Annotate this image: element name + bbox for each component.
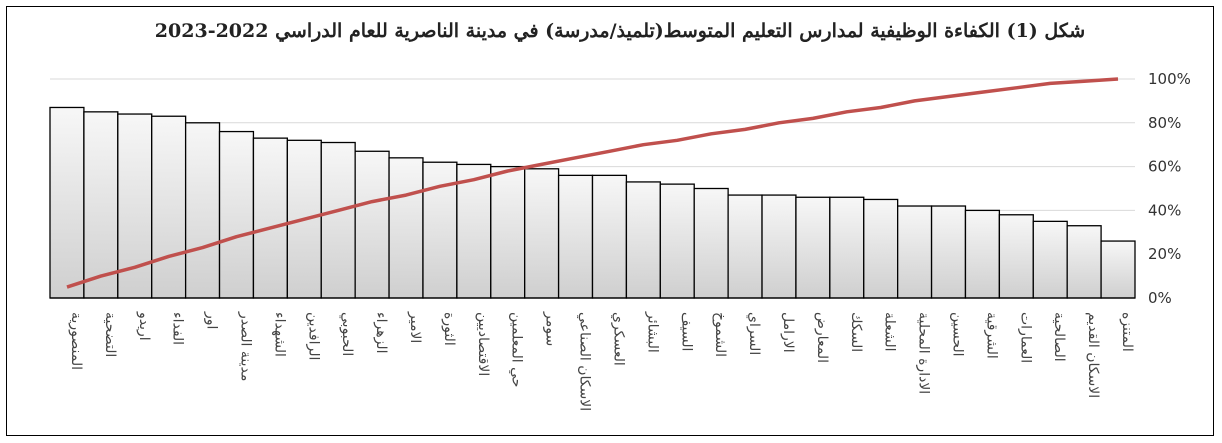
bar bbox=[965, 210, 999, 298]
x-category-label: الثورة bbox=[441, 312, 457, 346]
bar bbox=[796, 197, 830, 298]
x-category-label: حي المعلمين bbox=[509, 312, 525, 387]
x-category-label: المعارض bbox=[814, 312, 830, 363]
bar bbox=[525, 169, 559, 298]
y-axis-ticks: 0% 20% 40% 60% 80% 100% bbox=[1148, 70, 1191, 307]
bar bbox=[559, 175, 593, 298]
x-category-label: العسكري bbox=[611, 312, 627, 366]
bar bbox=[593, 175, 627, 298]
x-category-label: سومر bbox=[543, 311, 559, 346]
bar bbox=[694, 189, 728, 299]
x-category-label: الامير bbox=[407, 311, 423, 343]
x-category-label: الصالحية bbox=[1051, 312, 1067, 362]
y-tick-label: 20% bbox=[1148, 245, 1181, 263]
bar bbox=[152, 116, 186, 298]
bar bbox=[355, 151, 389, 298]
bar bbox=[762, 195, 796, 298]
x-category-label: الشموخ bbox=[712, 312, 728, 357]
bar bbox=[253, 138, 287, 298]
y-tick-label: 100% bbox=[1148, 70, 1191, 88]
bar bbox=[50, 107, 84, 298]
bar bbox=[1101, 241, 1135, 298]
x-category-label: الاسكان الصناعي bbox=[577, 312, 593, 411]
bar bbox=[84, 112, 118, 298]
x-category-label: المتنزه bbox=[1119, 312, 1135, 352]
x-category-label: الاسكان القديم bbox=[1085, 312, 1101, 398]
x-category-label: الاقتصاديين bbox=[475, 312, 491, 376]
x-category-label: العمارات bbox=[1017, 312, 1033, 363]
bar bbox=[864, 199, 898, 298]
y-tick-label: 0% bbox=[1148, 289, 1172, 307]
x-category-label: البشائر bbox=[644, 311, 660, 353]
bar bbox=[389, 158, 423, 298]
x-category-label: الفداء bbox=[170, 312, 186, 345]
x-category-label: الزهراء bbox=[373, 312, 389, 353]
x-category-label: اور bbox=[204, 311, 220, 329]
x-axis-categories: المنصورية التضحية اريدو الفداء اور مدينة الصد… bbox=[68, 311, 1135, 411]
x-category-label: التضحية bbox=[102, 312, 118, 357]
bar bbox=[660, 184, 694, 298]
bar bbox=[830, 197, 864, 298]
bar bbox=[457, 164, 491, 298]
bar bbox=[1033, 221, 1067, 298]
bars-series bbox=[50, 107, 1135, 298]
y-tick-label: 60% bbox=[1148, 158, 1181, 176]
bar bbox=[220, 132, 254, 298]
bar bbox=[186, 123, 220, 298]
bar bbox=[626, 182, 660, 298]
x-category-label: الشهداء bbox=[271, 312, 287, 357]
x-category-label: الحسين bbox=[950, 312, 966, 357]
x-category-label: الارامل bbox=[780, 312, 796, 353]
bar bbox=[999, 215, 1033, 298]
x-category-label: السكك bbox=[848, 312, 864, 352]
x-category-label: المنصورية bbox=[68, 312, 84, 370]
x-category-label: السراي bbox=[746, 312, 762, 355]
bar bbox=[491, 167, 525, 298]
bar bbox=[1067, 226, 1101, 298]
x-category-label: الادارة المحلية bbox=[916, 312, 932, 394]
bar bbox=[728, 195, 762, 298]
y-tick-label: 40% bbox=[1148, 201, 1181, 219]
x-category-label: الشرقية bbox=[983, 312, 999, 359]
x-category-label: الشعلة bbox=[882, 312, 898, 352]
bar bbox=[321, 143, 355, 298]
x-category-label: السيف bbox=[678, 312, 694, 351]
y-tick-label: 80% bbox=[1148, 114, 1181, 132]
x-category-label: مدينة الصدر bbox=[238, 311, 254, 381]
x-category-label: الرافدين bbox=[305, 312, 321, 360]
bar bbox=[898, 206, 932, 298]
x-category-label: الحبوبي bbox=[339, 312, 355, 356]
bar bbox=[932, 206, 966, 298]
x-category-label: اريدو bbox=[136, 311, 152, 341]
